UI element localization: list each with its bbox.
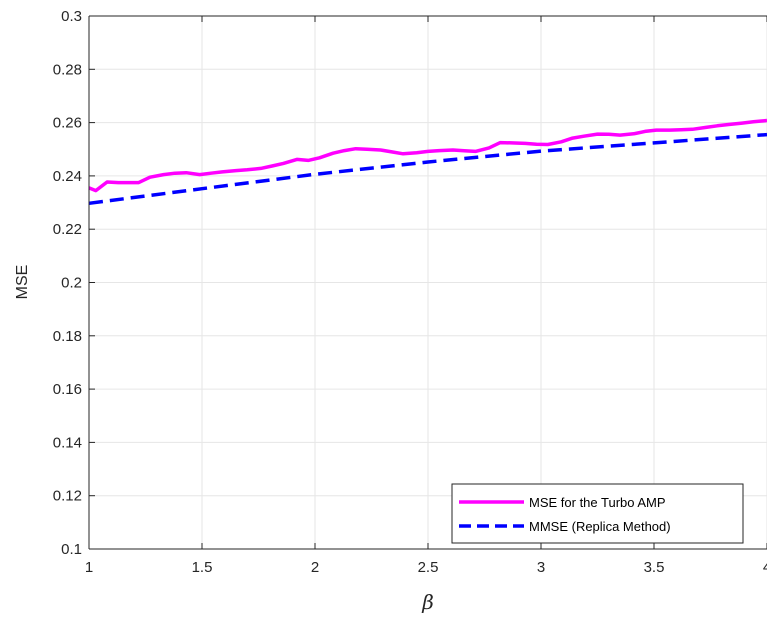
y-tick-label-9: 0.28 bbox=[53, 61, 82, 78]
y-tick-label-1: 0.12 bbox=[53, 488, 82, 505]
y-tick-label-5: 0.2 bbox=[61, 275, 82, 292]
x-tick-label-5: 3.5 bbox=[644, 559, 665, 576]
legend: MSE for the Turbo AMP MMSE (Replica Meth… bbox=[451, 483, 744, 544]
x-tick-label-6: 4 bbox=[763, 559, 767, 576]
y-tick-label-2: 0.14 bbox=[53, 434, 82, 451]
y-tick-label-6: 0.22 bbox=[53, 221, 82, 238]
legend-label-mmse: MMSE (Replica Method) bbox=[529, 519, 671, 534]
x-tick-label-2: 2 bbox=[311, 559, 319, 576]
y-tick-label-4: 0.18 bbox=[53, 328, 82, 345]
y-tick-label-0: 0.1 bbox=[61, 541, 82, 558]
series-layer bbox=[88, 118, 767, 206]
y-tick-label-3: 0.16 bbox=[53, 381, 82, 398]
legend-label-turbo-amp: MSE for the Turbo AMP bbox=[529, 495, 666, 510]
legend-box bbox=[451, 483, 744, 544]
grid-lines bbox=[88, 15, 767, 550]
x-tick-label-3: 2.5 bbox=[418, 559, 439, 576]
series-line-0 bbox=[88, 118, 767, 193]
x-tick-label-0: 1 bbox=[85, 559, 93, 576]
y-tick-label-10: 0.3 bbox=[61, 8, 82, 25]
series-line-1 bbox=[88, 132, 767, 206]
x-axis-label: β bbox=[421, 590, 434, 614]
y-tick-label-8: 0.26 bbox=[53, 115, 82, 132]
tick-labels: 1 1.5 2 2.5 3 3.5 4 0.1 0.12 0.14 0.16 0.18 0.2 0.22 0… bbox=[53, 8, 767, 576]
axes bbox=[88, 15, 767, 550]
y-tick-label-7: 0.24 bbox=[53, 168, 82, 185]
x-tick-label-4: 3 bbox=[537, 559, 545, 576]
x-tick-label-1: 1.5 bbox=[192, 559, 213, 576]
y-axis-label: MSE bbox=[14, 265, 31, 300]
